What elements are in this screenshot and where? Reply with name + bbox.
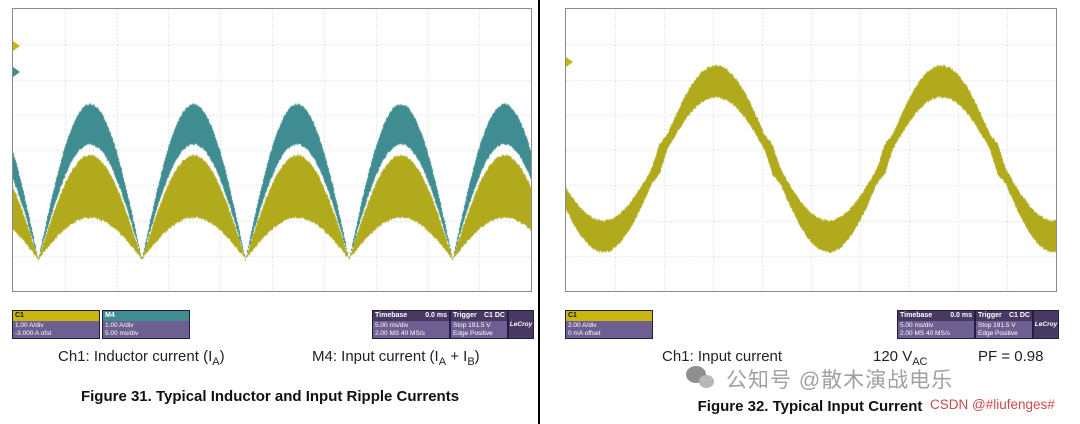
- timebase-position: 0.0 ms: [425, 311, 447, 320]
- waveform-canvas-left: [13, 9, 531, 291]
- panel-divider: [538, 0, 540, 424]
- watermark-text: 公知号 @散木演战电乐: [726, 364, 953, 394]
- c1-offset: -3.000 A ofst: [15, 330, 97, 338]
- readout-m4-left: M4 1.00 A/div 5.00 ms/div: [102, 310, 190, 339]
- trigger-label: Trigger: [453, 311, 477, 320]
- readout-trigger-left: Trigger C1 DC Stop 191.5 V Edge Positive: [450, 310, 508, 339]
- trigger-label: Trigger: [978, 311, 1002, 320]
- trigger-slope: Edge Positive: [453, 330, 505, 338]
- waveform-canvas-right: [566, 9, 1056, 291]
- lecroy-logo-right: LeCroy: [1033, 310, 1059, 339]
- c1-label: C1: [15, 311, 24, 320]
- m4-scale: 1.00 A/div: [105, 322, 187, 330]
- trigger-source: C1 DC: [1009, 311, 1030, 320]
- caption-ch1-right: Ch1: Input current: [662, 348, 782, 365]
- c1-scale: 2.00 A/div: [568, 322, 650, 330]
- figure31-title: Figure 31. Typical Inductor and Input Ri…: [0, 388, 540, 405]
- trigger-level: Stop 191.5 V: [453, 322, 505, 330]
- timebase-samples: 2.00 MS 40 MS/s: [900, 330, 972, 338]
- caption-power-factor: PF = 0.98: [978, 348, 1043, 365]
- timebase-label: Timebase: [900, 311, 932, 320]
- scope-grid-left: [12, 8, 532, 292]
- c1-label: C1: [568, 311, 577, 320]
- lecroy-logo-left: LeCroy: [508, 310, 534, 339]
- lecroy-logo-text: LeCroy: [510, 321, 532, 328]
- timebase-samples: 2.00 MS 40 MS/s: [375, 330, 447, 338]
- m4-label: M4: [105, 311, 115, 320]
- page: C1 1.00 A/div -3.000 A ofst M4 1.00 A/di…: [0, 0, 1080, 424]
- trigger-source: C1 DC: [484, 311, 505, 320]
- csdn-watermark: CSDN @#liufenges#: [930, 397, 1055, 412]
- m4-timebase: 5.00 ms/div: [105, 330, 187, 338]
- channel-marker-c1-left: [13, 41, 20, 51]
- trigger-slope: Edge Positive: [978, 330, 1030, 338]
- caption-m4-left: M4: Input current (IA + IB): [312, 348, 480, 368]
- chat-bubbles-icon: [686, 366, 720, 394]
- lecroy-logo-text: LeCroy: [1035, 321, 1057, 328]
- timebase-scale: 5.00 ms/div: [375, 322, 447, 330]
- readout-timebase-right: Timebase 0.0 ms 5.00 ms/div 2.00 MS 40 M…: [897, 310, 975, 339]
- timebase-scale: 5.00 ms/div: [900, 322, 972, 330]
- readout-c1-right: C1 2.00 A/div 0 mA offset: [565, 310, 653, 339]
- c1-offset: 0 mA offset: [568, 330, 650, 338]
- readout-timebase-left: Timebase 0.0 ms 5.00 ms/div 2.00 MS 40 M…: [372, 310, 450, 339]
- caption-ch1-left: Ch1: Inductor current (IA): [58, 348, 225, 368]
- channel-marker-c1-right: [566, 57, 573, 67]
- timebase-label: Timebase: [375, 311, 407, 320]
- trigger-level: Stop 191.5 V: [978, 322, 1030, 330]
- channel-marker-m4-left: [13, 67, 20, 77]
- scope-grid-right: [565, 8, 1057, 292]
- c1-scale: 1.00 A/div: [15, 322, 97, 330]
- timebase-position: 0.0 ms: [950, 311, 972, 320]
- readout-trigger-right: Trigger C1 DC Stop 191.5 V Edge Positive: [975, 310, 1033, 339]
- readout-c1-left: C1 1.00 A/div -3.000 A ofst: [12, 310, 100, 339]
